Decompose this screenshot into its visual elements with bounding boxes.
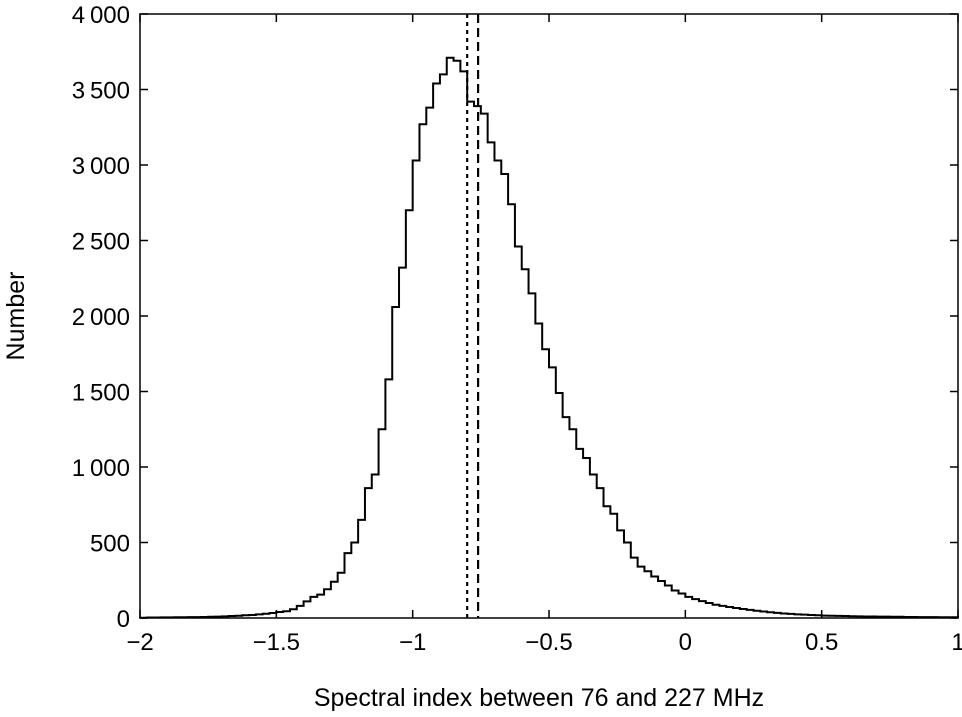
- y-tick-label: 500: [90, 531, 130, 558]
- plot-frame: [139, 13, 959, 619]
- y-axis-label: Number: [2, 272, 30, 361]
- x-tick-label: −1: [399, 629, 426, 656]
- y-tick-label: 3 500: [72, 78, 130, 105]
- x-tick-label: −2: [126, 629, 153, 656]
- y-tick-label: 2 500: [72, 229, 130, 256]
- x-tick-label: 0.5: [805, 629, 838, 656]
- y-tick-label: 1 500: [72, 380, 130, 407]
- x-tick-label: 0: [679, 629, 692, 656]
- reference-lines: [466, 14, 480, 618]
- histogram-step-line: [139, 56, 959, 619]
- y-tick-label: 2 000: [72, 304, 130, 331]
- x-tick-label: 1: [951, 629, 962, 656]
- y-tick-label: 3 000: [72, 153, 130, 180]
- x-axis-ticks: −2 −1.5 −1 −0.5 0 0.5 1: [126, 14, 962, 656]
- y-tick-label: 1 000: [72, 455, 130, 482]
- y-tick-label: 4 000: [72, 2, 130, 29]
- x-tick-label: −0.5: [525, 629, 572, 656]
- x-axis-label: Spectral index between 76 and 227 MHz: [314, 684, 764, 712]
- y-tick-label: 0: [117, 606, 130, 633]
- y-axis-ticks: 0 500 1 000 1 500 2 000 2 500 3 000 3 500 4 000: [72, 2, 958, 633]
- x-tick-label: −1.5: [253, 629, 300, 656]
